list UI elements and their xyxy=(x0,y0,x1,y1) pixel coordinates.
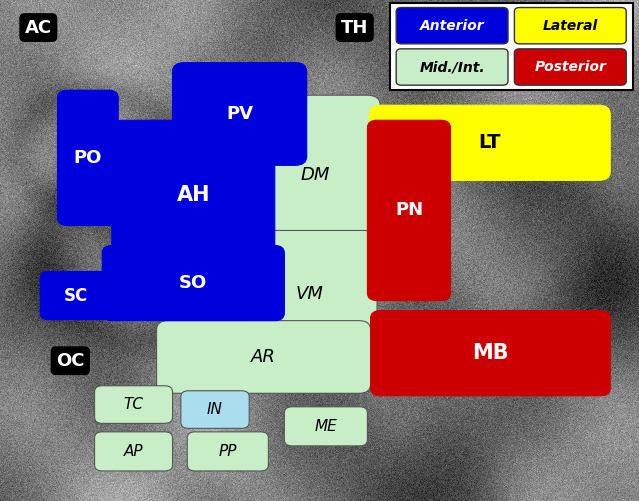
FancyBboxPatch shape xyxy=(95,386,173,423)
Text: VM: VM xyxy=(296,286,324,303)
Text: MB: MB xyxy=(472,343,509,363)
Text: LT: LT xyxy=(479,133,501,152)
Text: AC: AC xyxy=(25,19,52,37)
FancyBboxPatch shape xyxy=(371,311,610,396)
FancyBboxPatch shape xyxy=(284,407,367,446)
FancyBboxPatch shape xyxy=(181,391,249,428)
FancyBboxPatch shape xyxy=(173,63,307,165)
FancyBboxPatch shape xyxy=(396,8,508,44)
Text: Lateral: Lateral xyxy=(543,19,598,33)
FancyBboxPatch shape xyxy=(249,95,380,256)
FancyBboxPatch shape xyxy=(369,105,610,180)
Text: PN: PN xyxy=(395,201,423,219)
Text: PP: PP xyxy=(219,444,237,459)
FancyBboxPatch shape xyxy=(58,90,118,225)
Text: Anterior: Anterior xyxy=(420,19,484,33)
Text: TH: TH xyxy=(341,19,368,37)
Text: Mid./Int.: Mid./Int. xyxy=(419,60,485,74)
Text: OC: OC xyxy=(56,352,84,370)
FancyBboxPatch shape xyxy=(396,49,508,85)
Text: AR: AR xyxy=(251,348,276,366)
Text: PO: PO xyxy=(73,149,102,167)
FancyBboxPatch shape xyxy=(187,432,268,471)
FancyBboxPatch shape xyxy=(112,120,275,271)
Text: DM: DM xyxy=(300,166,329,184)
Text: ME: ME xyxy=(314,419,337,434)
Text: Posterior: Posterior xyxy=(534,60,606,74)
FancyBboxPatch shape xyxy=(514,8,626,44)
FancyBboxPatch shape xyxy=(514,49,626,85)
Text: AP: AP xyxy=(124,444,143,459)
FancyBboxPatch shape xyxy=(95,432,173,471)
FancyBboxPatch shape xyxy=(40,272,111,320)
Text: IN: IN xyxy=(207,402,223,417)
Text: PV: PV xyxy=(226,105,253,123)
FancyBboxPatch shape xyxy=(102,245,284,321)
Text: SC: SC xyxy=(63,287,88,305)
Text: SO: SO xyxy=(179,274,208,292)
FancyBboxPatch shape xyxy=(390,3,633,90)
FancyBboxPatch shape xyxy=(367,120,450,301)
FancyBboxPatch shape xyxy=(243,230,377,358)
Text: TC: TC xyxy=(123,397,144,412)
Text: AH: AH xyxy=(176,185,210,205)
FancyBboxPatch shape xyxy=(157,321,371,393)
